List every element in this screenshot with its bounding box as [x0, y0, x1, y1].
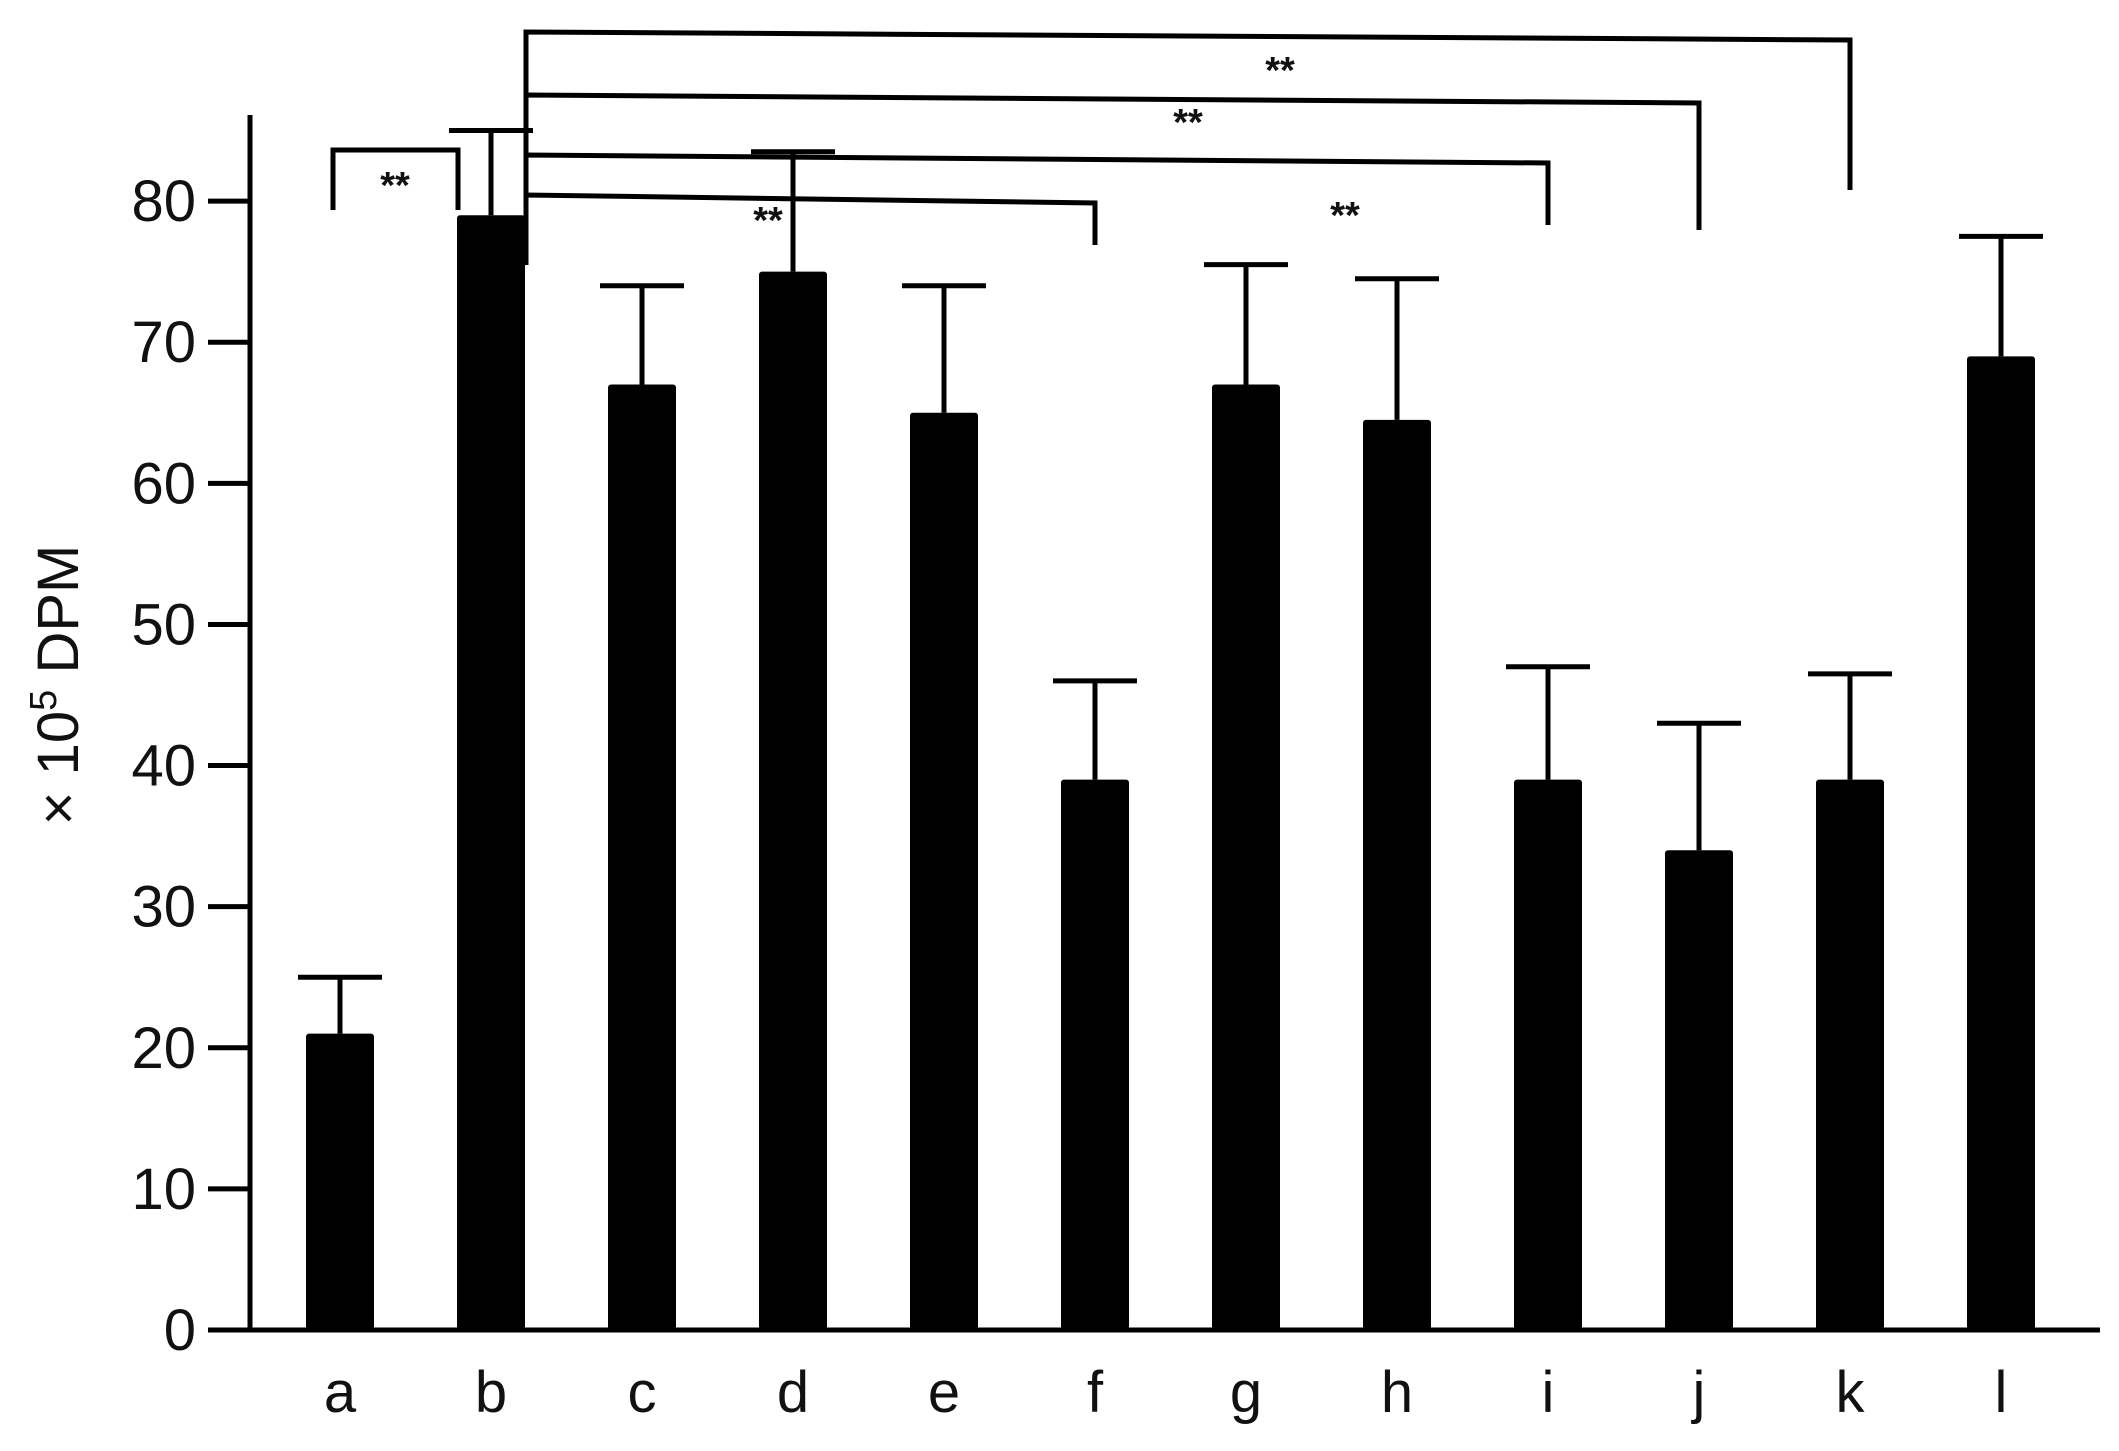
significance-label-b-j: ** — [1173, 102, 1203, 144]
x-tick-label-c: c — [628, 1360, 657, 1425]
y-axis-title-suffix: DPM — [26, 545, 91, 690]
significance-line-b-i — [523, 152, 1551, 265]
x-tick-label-k: k — [1836, 1360, 1866, 1425]
y-tick-label-10: 10 — [131, 1157, 196, 1222]
significance-label-b-k: ** — [1265, 50, 1295, 92]
x-tick-label-d: d — [777, 1360, 809, 1425]
x-tick-label-b: b — [475, 1360, 507, 1425]
x-tick-label-j: j — [1691, 1360, 1706, 1425]
y-tick-label-0: 0 — [164, 1298, 196, 1363]
labels: 0 10 20 30 40 50 60 70 80 a b c d e f g h i j k l — [131, 169, 2007, 1425]
x-tick-label-l: l — [1995, 1360, 2008, 1425]
y-tick-label-40: 40 — [131, 734, 196, 799]
bar-b — [457, 215, 525, 1331]
significance-label-b-i: ** — [1330, 195, 1360, 237]
y-tick-label-70: 70 — [131, 310, 196, 375]
significance-line-b-j — [523, 92, 1702, 265]
significance-bracket-a-b: ** — [330, 147, 461, 210]
bar-a — [306, 1033, 374, 1330]
significance-brackets: ** ** ** ** ** — [330, 29, 1853, 265]
significance-label-b-f: ** — [753, 200, 783, 242]
y-axis-title-exponent: 5 — [23, 690, 65, 711]
bars — [298, 128, 2043, 1331]
significance-label-a-b: ** — [380, 165, 410, 207]
bar-j — [1665, 850, 1733, 1330]
x-tick-label-g: g — [1230, 1360, 1262, 1425]
x-tick-label-e: e — [928, 1360, 960, 1425]
significance-line-b-f — [523, 192, 1098, 265]
x-tick-label-a: a — [324, 1360, 357, 1425]
significance-line-b-k — [523, 29, 1853, 265]
x-tick-label-i: i — [1542, 1360, 1555, 1425]
svg-text:× 105 DPM: × 105 DPM — [23, 545, 91, 826]
bar-f — [1061, 779, 1129, 1330]
significance-line-a-b — [330, 147, 461, 210]
axes — [208, 115, 2100, 1333]
significance-bracket-b-f: ** — [523, 192, 1098, 265]
bar-c — [608, 384, 676, 1330]
y-tick-label-80: 80 — [131, 169, 196, 234]
y-tick-label-20: 20 — [131, 1016, 196, 1081]
y-tick-label-50: 50 — [131, 592, 196, 657]
bar-k — [1816, 779, 1884, 1330]
bar-l — [1967, 356, 2035, 1330]
y-axis-title: × 105 DPM — [23, 545, 91, 826]
bar-g — [1212, 384, 1280, 1330]
bar-d — [759, 271, 827, 1331]
x-tick-label-f: f — [1087, 1360, 1104, 1425]
bar-e — [910, 412, 978, 1330]
significance-bracket-b-j: ** — [523, 92, 1702, 265]
significance-bracket-b-i: ** — [523, 152, 1551, 265]
x-tick-label-h: h — [1381, 1360, 1413, 1425]
significance-bracket-b-k: ** — [523, 29, 1853, 265]
bar-h — [1363, 419, 1431, 1330]
y-tick-label-30: 30 — [131, 875, 196, 940]
bar-i — [1514, 779, 1582, 1330]
y-axis-title-prefix: × 10 — [26, 711, 91, 826]
y-tick-label-60: 60 — [131, 451, 196, 516]
